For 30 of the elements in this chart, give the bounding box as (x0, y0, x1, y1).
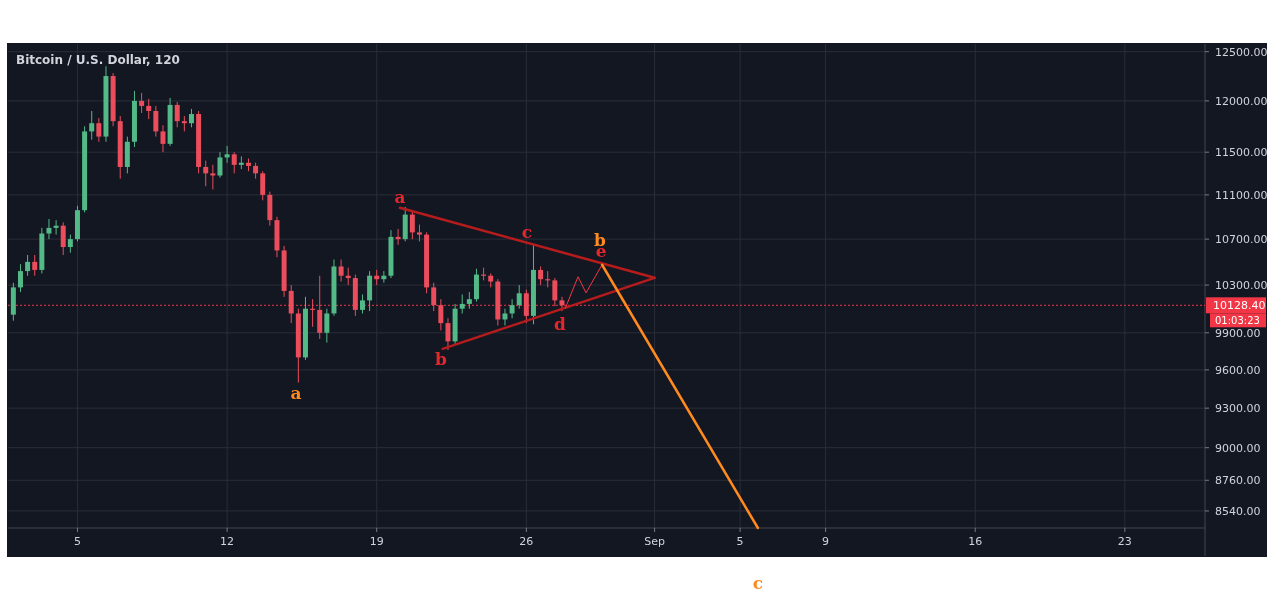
y-tick-label: 9300.00 (1215, 402, 1261, 416)
y-tick-label: 11100.00 (1215, 188, 1268, 202)
y-tick-label: 12500.00 (1215, 45, 1268, 59)
annotation: a (394, 187, 406, 207)
x-tick-label: 23 (1117, 535, 1132, 548)
x-tick-label: Sep (644, 535, 665, 548)
x-tick-label: 12 (220, 535, 235, 548)
annotation: a (290, 383, 302, 403)
y-tick-label: 10700.00 (1215, 232, 1268, 246)
x-tick-label: 5 (73, 535, 81, 548)
annotation: b (435, 349, 448, 369)
y-tick-label: 9600.00 (1215, 363, 1261, 377)
annotation: d (554, 314, 567, 334)
y-tick-label: 8540.00 (1215, 504, 1261, 518)
y-tick-label: 8760.00 (1215, 474, 1261, 488)
text: Bitcoin / U.S. Dollar, 120 (16, 53, 180, 67)
text: 01:03:23 (1215, 314, 1260, 326)
annotation: c (752, 573, 764, 593)
x-tick-label: 9 (822, 535, 830, 548)
y-tick-label: 10300.00 (1215, 278, 1268, 292)
annotation: c (521, 222, 533, 242)
y-tick-label: 9000.00 (1215, 441, 1261, 455)
y-tick-label: 12000.00 (1215, 94, 1268, 108)
x-tick-label: 5 (736, 535, 744, 548)
y-tick-label: 9900.00 (1215, 326, 1261, 340)
ref-line-label: 10128.40 (1213, 299, 1266, 313)
x-tick-label: 16 (968, 535, 983, 548)
x-tick-label: 26 (519, 535, 534, 548)
y-tick-label: 11500.00 (1215, 146, 1268, 160)
x-tick-label: 19 (369, 535, 384, 548)
